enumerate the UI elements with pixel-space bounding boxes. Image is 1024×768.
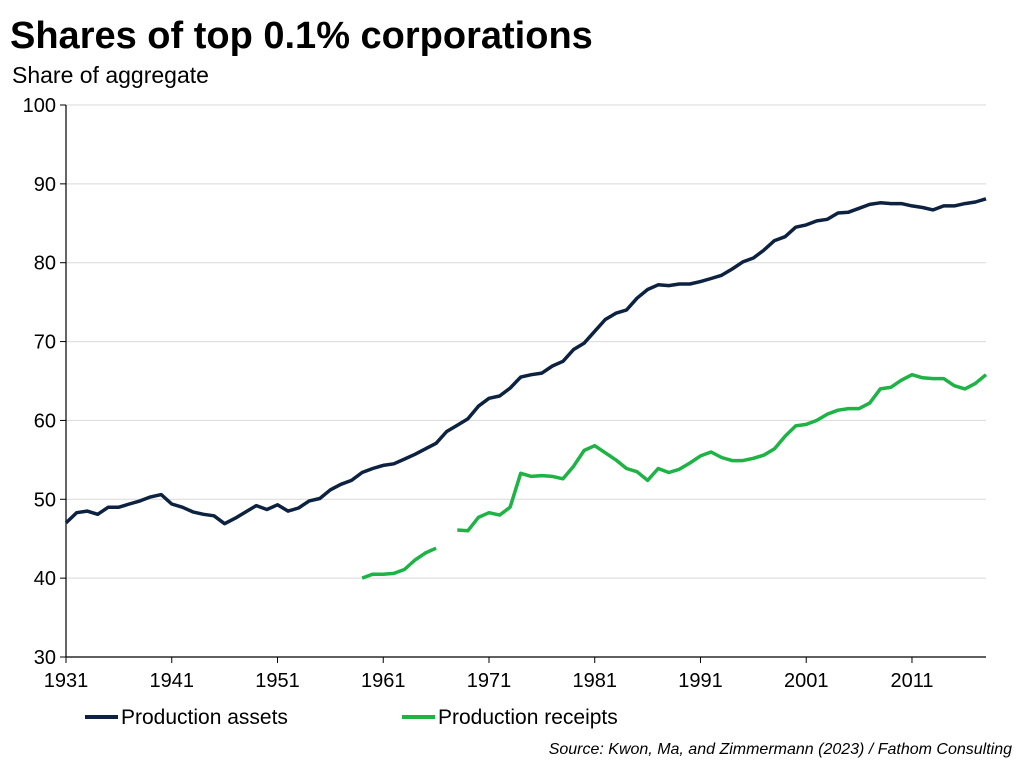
x-tick-label: 1981 — [572, 670, 617, 692]
legend-label-assets: Production assets — [121, 706, 288, 729]
x-tick-label: 1941 — [149, 670, 194, 692]
series-line-production-assets — [64, 197, 987, 526]
series-lines — [64, 197, 988, 580]
y-tick-label: 90 — [34, 174, 56, 196]
legend: Production assets Production receipts — [85, 706, 618, 729]
y-tick-label: 50 — [34, 489, 56, 511]
x-tick-label: 1951 — [255, 670, 300, 692]
x-tick-label: 1971 — [467, 670, 512, 692]
y-tick-label: 80 — [34, 253, 56, 275]
y-tick-label: 40 — [34, 568, 56, 590]
x-tick-label: 2001 — [784, 670, 829, 692]
chart-title: Shares of top 0.1% corporations — [10, 15, 593, 57]
y-tick-label: 30 — [34, 647, 56, 669]
y-tick-label: 70 — [34, 332, 56, 354]
chart-subtitle: Share of aggregate — [12, 62, 209, 88]
axes — [60, 104, 986, 663]
gridlines — [66, 104, 986, 579]
source-note: Source: Kwon, Ma, and Zimmermann (2023) … — [549, 741, 1012, 758]
series-line-production-receipts — [361, 372, 988, 580]
x-tick-label: 2011 — [890, 670, 933, 692]
x-tick-labels: 1931 1941 1951 1961 1971 1981 1991 2001 2011 — [44, 670, 934, 692]
x-tick-label: 1991 — [678, 670, 723, 692]
x-tick-label: 1961 — [361, 670, 406, 692]
legend-label-receipts: Production receipts — [438, 706, 618, 729]
y-tick-label: 100 — [23, 95, 56, 117]
x-tick-label: 1931 — [44, 670, 89, 692]
y-tick-labels: 30 40 50 60 70 80 90 100 — [23, 95, 56, 669]
y-tick-label: 60 — [34, 410, 56, 432]
